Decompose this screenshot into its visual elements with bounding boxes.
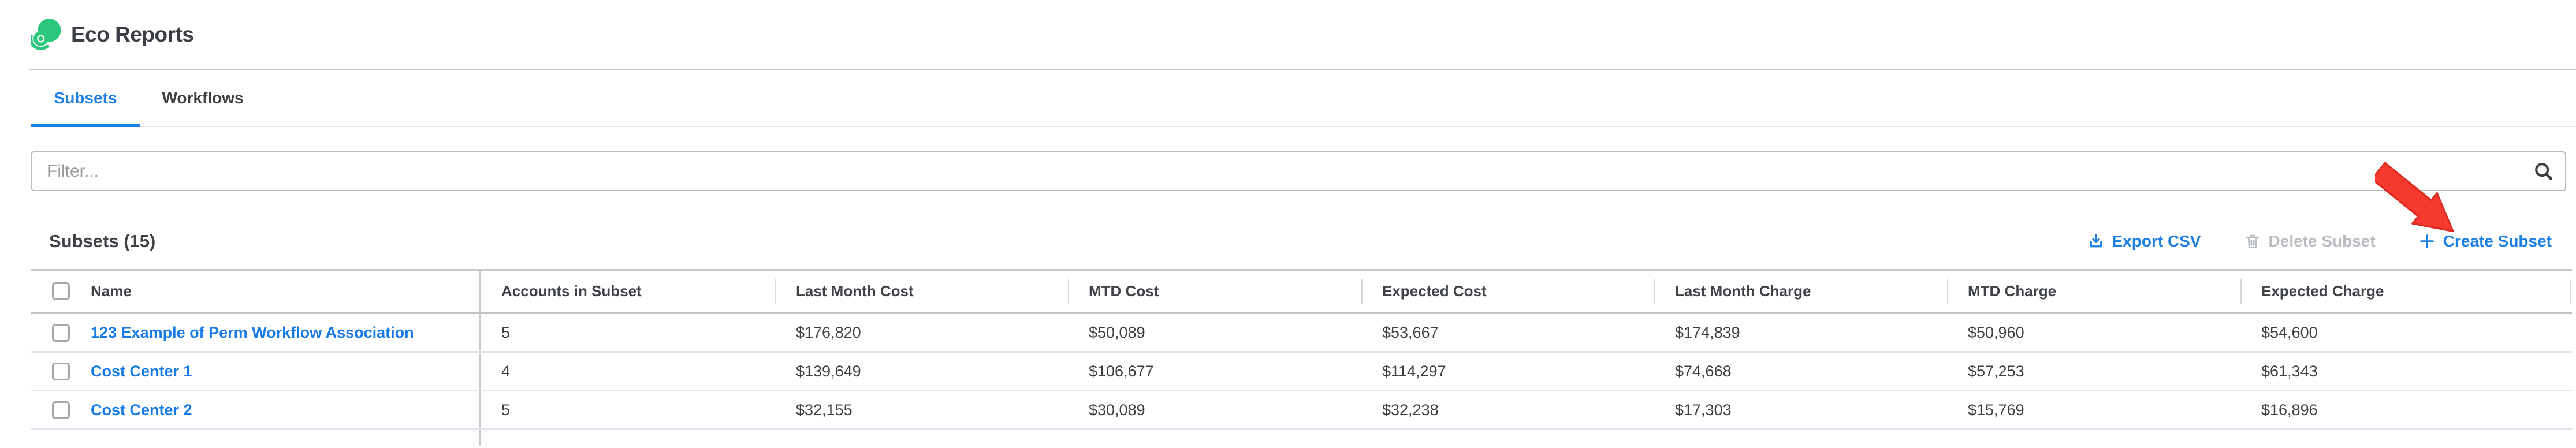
header-cell-mtd-charge[interactable]: MTD Charge bbox=[1948, 271, 2241, 312]
name-cell: Cost Center 1 bbox=[31, 353, 479, 390]
select-all-checkbox[interactable] bbox=[52, 282, 70, 300]
tab-workflows[interactable]: Workflows bbox=[162, 89, 244, 107]
subset-name-link[interactable]: 123 Example of Perm Workflow Association bbox=[91, 323, 414, 341]
page-title: Eco Reports bbox=[71, 22, 194, 46]
header-divider bbox=[29, 69, 2576, 70]
last-month-cost-cell: $176,820 bbox=[796, 323, 861, 341]
expected-charge-cell: $54,600 bbox=[2261, 323, 2318, 341]
header-cell-last-month-charge[interactable]: Last Month Charge bbox=[1655, 271, 1948, 312]
row-checkbox[interactable] bbox=[52, 362, 70, 380]
search-icon[interactable] bbox=[2533, 160, 2555, 182]
column-header-label[interactable]: Name bbox=[91, 282, 132, 300]
header-cell-accounts[interactable]: Accounts in Subset bbox=[479, 271, 776, 312]
mtd-charge-cell: $15,769 bbox=[1968, 401, 2024, 419]
subsets-toolbar: Subsets (15) Export CSV Delete Subset Cr… bbox=[0, 228, 2576, 255]
table-row: Cost Center 2 5 $32,155 $30,089 $32,238 … bbox=[31, 391, 2572, 430]
plus-icon bbox=[2419, 234, 2434, 248]
export-csv-button[interactable]: Export CSV bbox=[2087, 232, 2201, 251]
subset-name-link[interactable]: Cost Center 1 bbox=[91, 362, 192, 380]
mtd-cost-cell: $106,677 bbox=[1089, 362, 1154, 380]
export-csv-label: Export CSV bbox=[2112, 232, 2201, 250]
header-cell-expected-charge[interactable]: Expected Charge bbox=[2241, 271, 2572, 312]
header-cell-name: Name bbox=[31, 271, 479, 312]
filter-bar[interactable] bbox=[31, 151, 2566, 191]
expected-charge-cell: $61,343 bbox=[2261, 362, 2318, 380]
last-month-charge-cell: $17,303 bbox=[1675, 401, 1732, 419]
accounts-cell: 5 bbox=[479, 391, 776, 428]
app-header: Eco Reports bbox=[0, 0, 2576, 69]
mtd-charge-cell: $57,253 bbox=[1968, 362, 2024, 380]
trash-icon bbox=[2246, 234, 2259, 248]
create-subset-label: Create Subset bbox=[2443, 232, 2552, 250]
delete-subset-label: Delete Subset bbox=[2268, 232, 2376, 250]
last-month-cost-cell: $32,155 bbox=[796, 401, 853, 419]
table-header-row: Name Accounts in Subset Last Month Cost … bbox=[31, 269, 2572, 314]
header-cell-last-month-cost[interactable]: Last Month Cost bbox=[776, 271, 1069, 312]
mtd-charge-cell: $50,960 bbox=[1968, 323, 2024, 341]
accounts-cell: 4 bbox=[479, 353, 776, 390]
name-cell: 123 Example of Perm Workflow Association bbox=[31, 314, 479, 351]
table-row: 123 Example of Perm Workflow Association… bbox=[31, 314, 2572, 353]
accounts-cell: 5 bbox=[479, 314, 776, 351]
last-month-charge-cell: $74,668 bbox=[1675, 362, 1732, 380]
filter-input[interactable] bbox=[46, 160, 2533, 182]
name-cell: Cost Center 2 bbox=[31, 391, 479, 428]
last-month-charge-cell: $174,839 bbox=[1675, 323, 1740, 341]
last-month-cost-cell: $139,649 bbox=[796, 362, 861, 380]
subsets-table: Name Accounts in Subset Last Month Cost … bbox=[31, 269, 2572, 446]
expected-cost-cell: $53,667 bbox=[1382, 323, 1439, 341]
create-subset-button[interactable]: Create Subset bbox=[2418, 232, 2552, 251]
row-checkbox[interactable] bbox=[52, 323, 70, 342]
table-row-partial bbox=[31, 430, 2572, 446]
eco-logo-icon bbox=[31, 18, 61, 50]
expected-cost-cell: $32,238 bbox=[1382, 401, 1439, 419]
header-cell-mtd-cost[interactable]: MTD Cost bbox=[1069, 271, 1362, 312]
expected-cost-cell: $114,297 bbox=[1382, 362, 1446, 380]
tab-subsets[interactable]: Subsets bbox=[31, 70, 140, 127]
tab-bar: Subsets Workflows bbox=[31, 70, 2576, 127]
delete-subset-button[interactable]: Delete Subset bbox=[2244, 232, 2376, 251]
table-body: 123 Example of Perm Workflow Association… bbox=[31, 314, 2572, 430]
row-checkbox[interactable] bbox=[52, 401, 70, 419]
expected-charge-cell: $16,896 bbox=[2261, 401, 2318, 419]
table-row: Cost Center 1 4 $139,649 $106,677 $114,2… bbox=[31, 353, 2572, 391]
mtd-cost-cell: $50,089 bbox=[1089, 323, 1145, 341]
subset-name-link[interactable]: Cost Center 2 bbox=[91, 401, 192, 419]
toolbar-buttons: Export CSV Delete Subset Create Subset bbox=[2087, 232, 2552, 251]
subsets-count-heading: Subsets (15) bbox=[49, 231, 156, 251]
mtd-cost-cell: $30,089 bbox=[1089, 401, 1145, 419]
header-cell-expected-cost[interactable]: Expected Cost bbox=[1362, 271, 1655, 312]
download-icon bbox=[2090, 234, 2102, 248]
